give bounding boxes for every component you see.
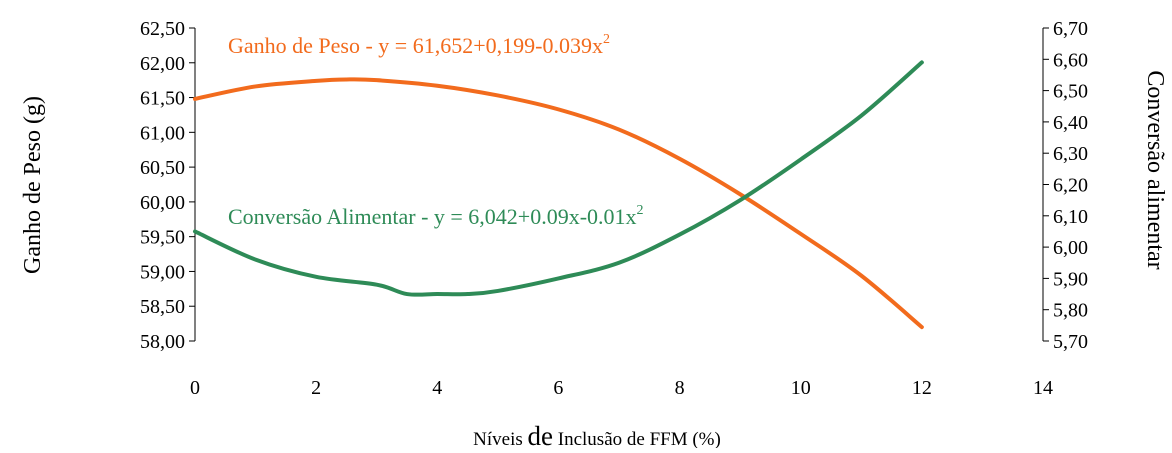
ganho-de-peso-line [193, 77, 924, 330]
right-y-tick-label: 6,70 [1053, 18, 1088, 40]
right-y-tick-label: 5,70 [1053, 331, 1088, 353]
x-axis-title: Níveis de Inclusão de FFM (%) [473, 421, 721, 448]
x-tick-label: 10 [791, 377, 811, 399]
left-y-tick-label: 59,00 [140, 261, 185, 283]
right-y-tick-label: 5,80 [1053, 300, 1088, 322]
x-axis-title-part: Níveis [473, 429, 527, 448]
x-tick-label: 8 [675, 377, 685, 399]
labels-layer: 62,50 62,00 61,50 61,00 60,50 60,00 59,50 59,00… [20, 18, 1168, 451]
right-y-tick-label: 6,00 [1053, 237, 1088, 259]
conversao-annotation-superscript: 2 [637, 203, 644, 218]
x-tick-label: 0 [190, 377, 200, 399]
left-y-tick-label: 62,00 [140, 53, 185, 75]
conversao-alimentar-line [193, 60, 924, 297]
right-y-tick-label: 6,40 [1053, 112, 1088, 134]
x-tick-label: 6 [553, 377, 563, 399]
ganho-annotation: Ganho de Peso - y = 61,652+0,199-0.039x2 [228, 32, 610, 58]
left-y-tick-label: 58,00 [140, 331, 185, 353]
left-y-tick-label: 60,00 [140, 192, 185, 214]
left-y-tick-label: 60,50 [140, 157, 185, 179]
left-y-tick-label: 61,00 [140, 122, 185, 144]
left-y-tick-label: 61,50 [140, 88, 185, 110]
x-axis-title-part: Inclusão de FFM (%) [553, 429, 721, 448]
x-tick-label: 12 [912, 377, 932, 399]
left-y-tick-label: 62,50 [140, 18, 185, 40]
left-y-tick-label: 59,50 [140, 227, 185, 249]
conversao-annotation-text: Conversão Alimentar - y = 6,042+0.09x-0.… [228, 204, 637, 229]
right-y-axis-title: Conversão alimentar [1142, 70, 1168, 269]
left-y-axis-title: Ganho de Peso (g) [20, 96, 46, 274]
right-y-tick-label: 6,30 [1053, 143, 1088, 165]
right-y-tick-label: 5,90 [1053, 268, 1088, 290]
x-tick-label: 4 [432, 377, 442, 399]
x-tick-label: 2 [311, 377, 321, 399]
left-y-tick-label: 58,50 [140, 296, 185, 318]
axes [189, 27, 1049, 342]
series-layer [193, 60, 924, 330]
right-y-tick-label: 6,60 [1053, 49, 1088, 71]
x-tick-label: 14 [1033, 377, 1053, 399]
right-y-tick-label: 6,10 [1053, 206, 1088, 228]
right-y-tick-label: 6,20 [1053, 175, 1088, 197]
x-axis-title-part: de [528, 421, 554, 448]
conversao-annotation: Conversão Alimentar - y = 6,042+0.09x-0.… [228, 203, 644, 229]
ganho-annotation-text: Ganho de Peso - y = 61,652+0,199-0.039x [228, 33, 603, 58]
ganho-annotation-superscript: 2 [603, 32, 610, 47]
right-y-tick-label: 6,50 [1053, 81, 1088, 103]
